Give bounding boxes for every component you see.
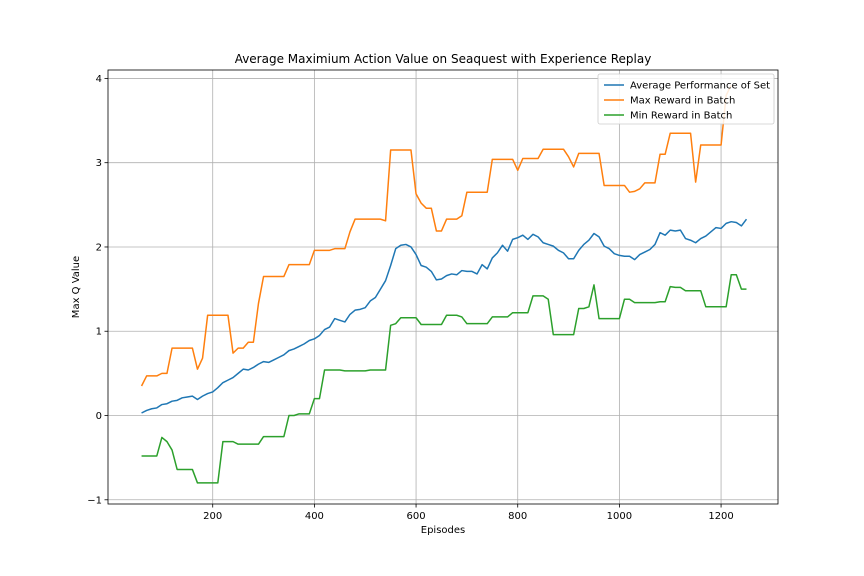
series-lines <box>140 84 748 484</box>
grid-lines <box>108 70 778 504</box>
legend-box <box>597 73 775 125</box>
series-line-0 <box>141 218 748 414</box>
legend-entry: Average Performance of Set <box>630 81 770 92</box>
series-line-1 <box>140 84 732 387</box>
x-tick-label: 600 <box>407 511 426 522</box>
x-axis-label: Episodes <box>421 525 465 536</box>
chart-title: Average Maximium Action Value on Seaques… <box>235 52 652 66</box>
y-tick-label: 3 <box>96 158 102 169</box>
y-tick-label: 4 <box>96 74 102 85</box>
x-tick-label: 800 <box>508 511 527 522</box>
plot-frame <box>107 69 779 505</box>
x-tick-label: 1000 <box>607 511 632 522</box>
x-tick-label: 1200 <box>708 511 733 522</box>
y-axis-label: Max Q Value <box>71 256 82 318</box>
legend-entry: Max Reward in Batch <box>630 96 735 107</box>
legend: Average Performance of Set Max Reward in … <box>597 73 775 125</box>
series-line-2 <box>141 274 747 484</box>
axis-ticks: 200 400 600 800 1000 1200 −1 0 1 2 3 4 <box>87 74 734 522</box>
x-tick-label: 400 <box>305 511 324 522</box>
y-tick-label: −1 <box>87 495 102 506</box>
legend-entry: Min Reward in Batch <box>630 111 732 122</box>
y-tick-label: 1 <box>96 327 102 338</box>
y-tick-label: 0 <box>96 411 102 422</box>
x-tick-label: 200 <box>203 511 222 522</box>
y-tick-label: 2 <box>96 242 102 253</box>
